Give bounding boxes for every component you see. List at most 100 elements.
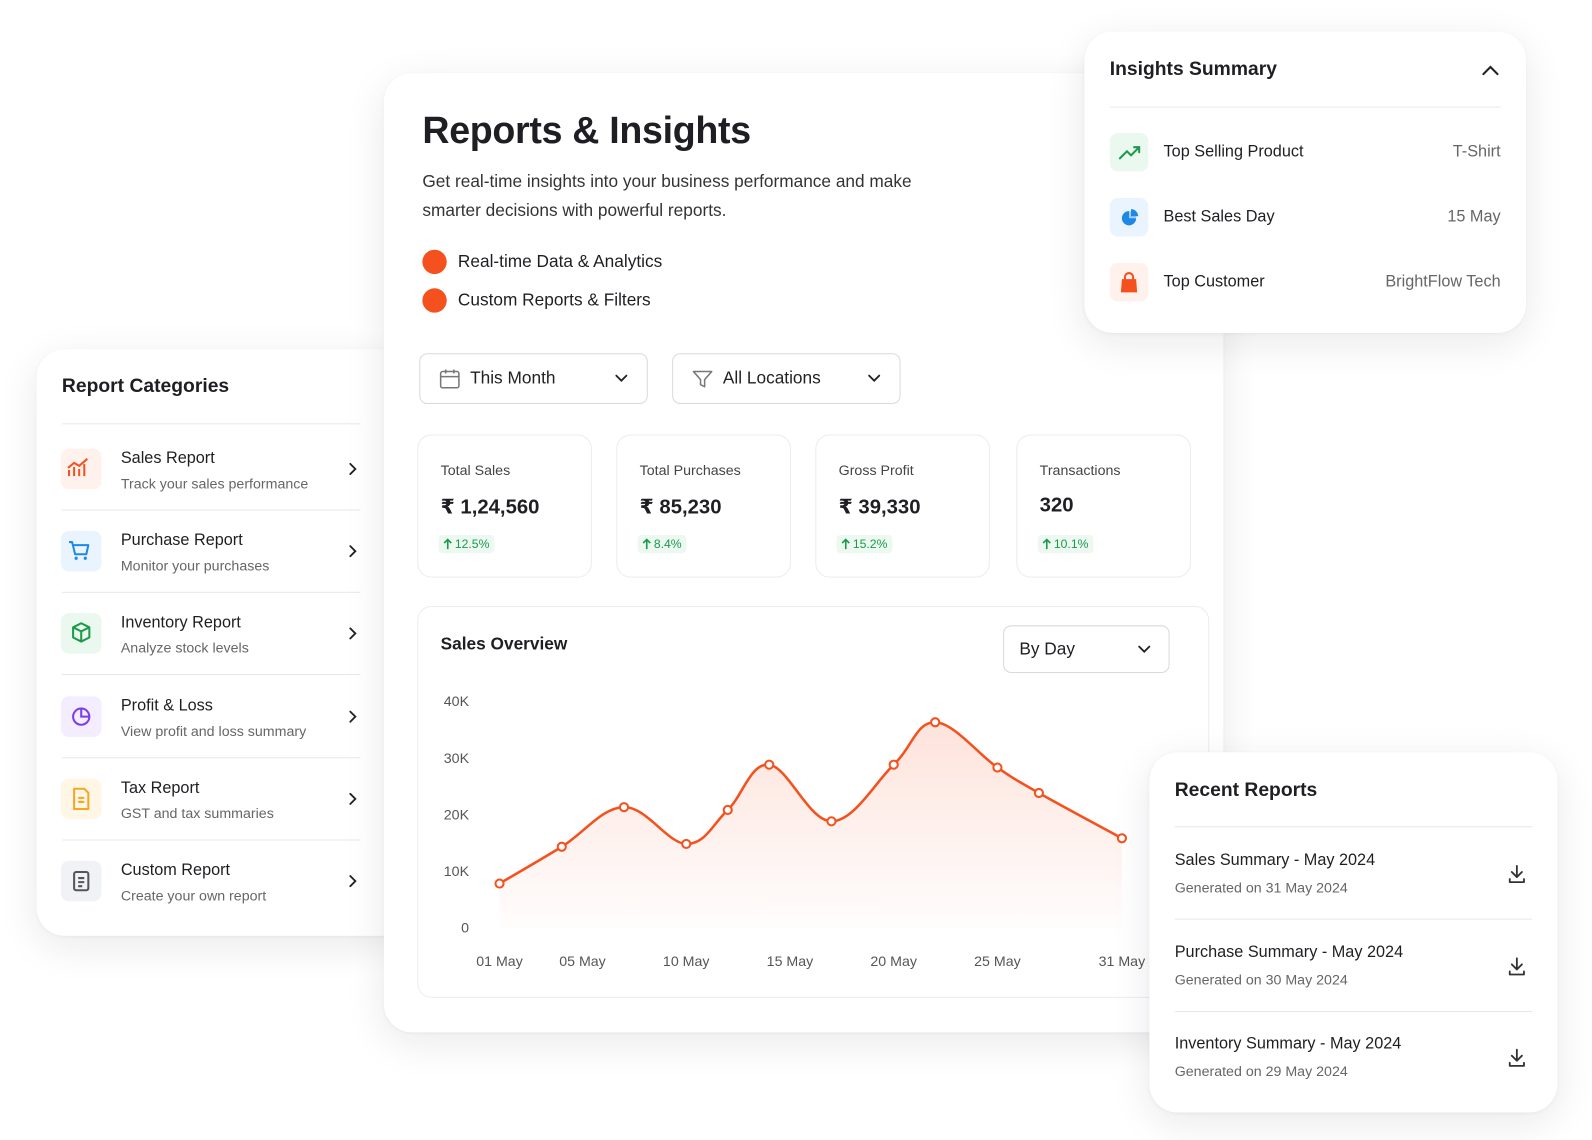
category-subtitle: Track your sales performance (120, 475, 309, 492)
chart-card: Sales Overview By Day (417, 606, 1210, 998)
area (499, 722, 1122, 929)
category-title: Inventory Report (120, 614, 241, 632)
collapse-icon[interactable] (1480, 62, 1500, 78)
category-icon (60, 448, 102, 490)
category-row[interactable]: Tax Report GST and tax summaries (37, 778, 382, 839)
point (764, 759, 775, 770)
stat-card: Total Sales ₹ 1,24,560 12.5% (417, 434, 592, 578)
chevron-down (1138, 645, 1151, 653)
divider (1109, 106, 1501, 108)
stat-card: Gross Profit ₹ 39,330 15.2% (815, 434, 990, 578)
report-subtitle: Generated on 29 May 2024 (1174, 1062, 1348, 1080)
point (992, 762, 1003, 773)
filter-dropdown[interactable]: All Locations (672, 353, 901, 405)
chevron-down (868, 374, 881, 382)
up-arrow (642, 538, 651, 550)
stat-change: 10.1% (1037, 534, 1094, 554)
y-tick-label: 10K (444, 864, 470, 880)
point (494, 878, 505, 889)
category-title: Sales Report (120, 449, 215, 467)
filter-icon (439, 369, 460, 389)
y-tick-label: 20K (444, 807, 470, 823)
divider (61, 756, 361, 758)
x-tick-label: 10 May (663, 954, 710, 970)
filter-label: All Locations (722, 368, 821, 388)
divider (61, 509, 361, 511)
divider (61, 423, 361, 425)
x-tick-label: 15 May (767, 954, 814, 970)
feature-text: Real-time Data & Analytics (457, 251, 663, 272)
report-title: Sales Summary - May 2024 (1174, 851, 1376, 869)
chevron-right (349, 710, 357, 723)
point (1116, 833, 1127, 844)
stat-label: Total Purchases (639, 461, 741, 479)
feature-dot (422, 249, 447, 275)
filter-dropdown[interactable]: This Month (419, 353, 648, 405)
download-icon[interactable] (1507, 1048, 1527, 1068)
category-subtitle: Analyze stock levels (120, 639, 249, 657)
point (556, 841, 567, 852)
download-icon[interactable] (1507, 864, 1527, 884)
feature-text: Custom Reports & Filters (457, 290, 651, 310)
stat-card: Total Purchases ₹ 85,230 8.4% (616, 434, 791, 578)
stat-value: ₹ 39,330 (838, 496, 921, 519)
divider (1174, 826, 1533, 828)
feature-dot (422, 288, 447, 313)
y-tick-label: 40K (444, 694, 470, 710)
divider (61, 591, 361, 594)
stat-change-text: 12.5% (454, 536, 490, 552)
chart-control-label: By Day (1019, 639, 1075, 659)
category-subtitle: GST and tax summaries (120, 804, 274, 822)
stat-change: 8.4% (637, 534, 687, 554)
divider (61, 839, 361, 841)
icon-glyph (72, 622, 91, 643)
chart-control[interactable]: By Day (1003, 625, 1170, 674)
stat-label: Transactions (1039, 461, 1121, 479)
filter-icon (692, 370, 713, 388)
categories-title: Report Categories (61, 375, 230, 397)
category-row[interactable]: Purchase Report Monitor your purchases (37, 531, 382, 592)
categories-card: Report Categories Sales Report Track your… (36, 349, 413, 936)
recent-title: Recent Reports (1174, 779, 1318, 801)
category-row[interactable]: Profit & Loss View profit and loss summar… (37, 695, 382, 757)
chevron-right (349, 462, 357, 475)
point (722, 804, 733, 816)
stat-value: ₹ 85,230 (639, 496, 722, 519)
category-row[interactable]: Sales Report Track your sales performance (37, 448, 382, 510)
recent-card: Recent Reports Sales Summary - May 2024 G… (1149, 752, 1558, 1113)
category-icon (60, 860, 102, 902)
report-title: Inventory Summary - May 2024 (1174, 1035, 1402, 1053)
category-row[interactable]: Custom Report Create your own report (37, 860, 382, 922)
stat-change-text: 15.2% (852, 536, 888, 552)
icon-glyph (1120, 272, 1138, 293)
divider (61, 674, 361, 676)
report-subtitle: Generated on 31 May 2024 (1174, 879, 1348, 896)
category-icon (60, 695, 102, 737)
category-title: Tax Report (120, 779, 200, 797)
chevron-right (349, 792, 357, 805)
main-title: Reports & Insights (422, 109, 751, 152)
insight-value: 15 May (1447, 208, 1501, 226)
insight-icon (1109, 262, 1149, 302)
up-arrow (1042, 538, 1051, 550)
point (826, 816, 837, 827)
stat-change-text: 8.4% (653, 536, 682, 552)
icon-glyph (73, 787, 90, 810)
category-title: Purchase Report (120, 532, 243, 550)
divider (1174, 1010, 1533, 1012)
chevron-right (349, 627, 357, 640)
category-icon (60, 531, 102, 572)
category-title: Profit & Loss (120, 696, 213, 715)
stat-card: Transactions 320 10.1% (1016, 434, 1191, 578)
download-icon[interactable] (1507, 956, 1527, 976)
stat-value: ₹ 1,24,560 (440, 496, 540, 519)
filter-label: This Month (470, 368, 556, 388)
stat-change: 15.2% (836, 534, 893, 554)
icon-glyph (72, 707, 91, 726)
chart-title: Sales Overview (440, 634, 568, 654)
point (681, 838, 692, 850)
insight-icon (1109, 197, 1149, 237)
category-row[interactable]: Inventory Report Analyze stock levels (37, 613, 382, 675)
chevron-right (349, 875, 357, 888)
